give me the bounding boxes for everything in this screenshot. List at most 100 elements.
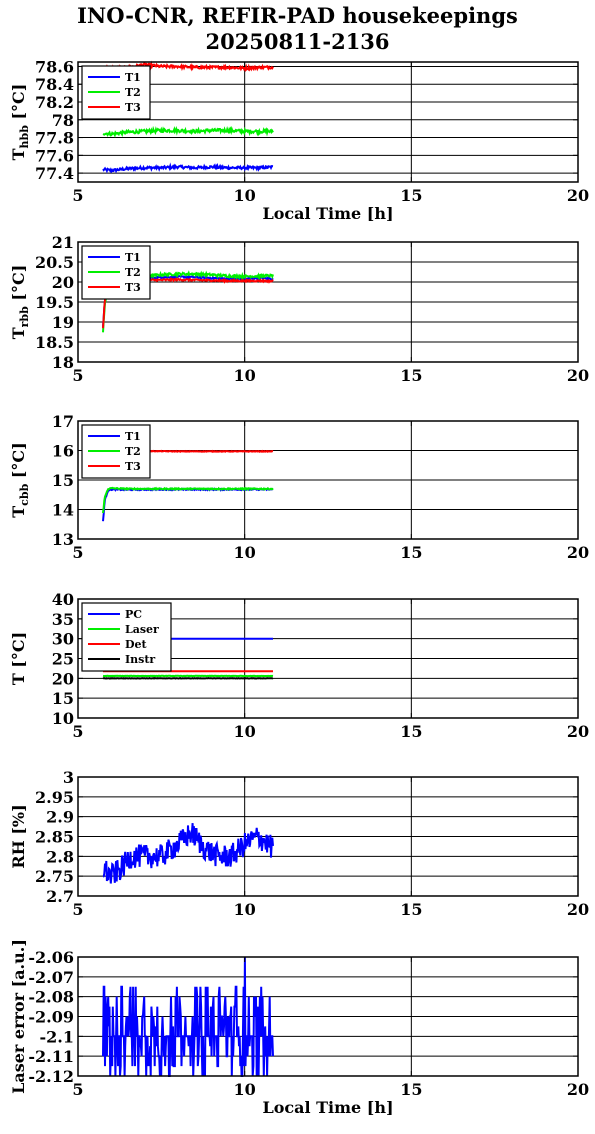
y-axis-label: T [°C]	[9, 632, 28, 685]
y-axis-label: Trbb [°C]	[9, 265, 31, 340]
legend-label: T3	[125, 101, 141, 114]
legend-label: T1	[125, 251, 141, 264]
x-tick-label: 5	[72, 722, 83, 741]
x-tick-label: 5	[72, 543, 83, 562]
y-axis-label: Tcbb [°C]	[9, 442, 31, 517]
x-tick-label: 5	[72, 186, 83, 205]
x-tick-label: 5	[72, 1080, 83, 1099]
y-tick-label: 35	[52, 610, 74, 629]
y-tick-label: 20.5	[35, 253, 74, 272]
x-tick-label: 15	[400, 900, 422, 919]
x-tick-label: 20	[567, 1080, 589, 1099]
y-tick-label: 18	[52, 353, 74, 372]
x-tick-label: 10	[234, 366, 256, 385]
series-line-t1	[102, 162, 274, 174]
x-tick-label: 10	[234, 900, 256, 919]
y-tick-label: 78.6	[35, 57, 74, 76]
x-tick-label: 10	[234, 1080, 256, 1099]
y-tick-label: 2.85	[35, 828, 74, 847]
y-tick-label: 2.8	[46, 847, 74, 866]
y-tick-label: -2.07	[28, 968, 74, 987]
chart-panel-5: 2.72.752.82.852.92.953 5 10 15 20 RH [%]	[9, 768, 589, 919]
y-tick-label: -2.1	[40, 1027, 74, 1046]
y-tick-label: 2.9	[46, 808, 74, 827]
legend-label: T1	[125, 430, 141, 443]
x-tick-label: 20	[567, 543, 589, 562]
legend-label: T3	[125, 460, 141, 473]
legend-label: T2	[125, 266, 141, 279]
y-tick-label: -2.06	[28, 948, 74, 967]
y-tick-label: 14	[52, 501, 74, 520]
y-tick-label: 77.8	[35, 129, 74, 148]
y-tick-label: 78.4	[35, 75, 74, 94]
x-tick-label: 20	[567, 900, 589, 919]
series-line-t1	[102, 487, 274, 522]
plot-frame	[77, 61, 579, 183]
chart-title-line2: 20250811-2136	[205, 29, 390, 54]
y-tick-label: -2.11	[28, 1047, 74, 1066]
y-tick-label: 2.95	[35, 788, 74, 807]
y-tick-label: 77.4	[35, 164, 74, 183]
x-tick-label: 15	[400, 366, 422, 385]
y-tick-label: 15	[52, 689, 74, 708]
y-tick-label: 25	[52, 650, 74, 669]
legend: T1 T2 T3	[81, 65, 151, 120]
grid-lines	[78, 421, 578, 539]
x-axis-label: Local Time [h]	[262, 204, 393, 223]
x-tick-label: 20	[567, 186, 589, 205]
grid-lines	[78, 777, 578, 896]
chart-panel-3: 13 14 15 16 17 5 10 15 20 Tcbb [°C] T1 T2 T3	[9, 412, 589, 562]
y-tick-label: 21	[52, 233, 74, 252]
x-tick-label: 10	[234, 186, 256, 205]
x-tick-label: 10	[234, 722, 256, 741]
y-tick-label: 13	[52, 530, 74, 549]
y-tick-label: 19	[52, 313, 74, 332]
x-tick-label: 10	[234, 543, 256, 562]
series-line-t2	[102, 125, 274, 138]
y-tick-label: 18.5	[35, 333, 74, 352]
series-line-rh	[102, 823, 274, 884]
y-axis-label: Laser error [a.u.]	[9, 939, 28, 1094]
legend: T1 T2 T3	[81, 424, 151, 479]
y-tick-label: 2.75	[35, 867, 74, 886]
y-tick-label: 20	[52, 669, 74, 688]
legend-label: T2	[125, 445, 141, 458]
y-tick-label: 78	[52, 111, 74, 130]
x-tick-label: 20	[567, 366, 589, 385]
legend-label: T3	[125, 281, 141, 294]
y-tick-label: 78.2	[35, 93, 74, 112]
y-tick-label: 19.5	[35, 293, 74, 312]
x-tick-label: 15	[400, 722, 422, 741]
y-tick-label: -2.09	[28, 1008, 74, 1027]
legend-label: Det	[125, 638, 148, 651]
y-tick-label: 77.6	[35, 146, 74, 165]
chart-title-line1: INO-CNR, REFIR-PAD housekeepings	[77, 3, 518, 28]
legend-label: Laser	[125, 623, 159, 636]
series-line-t2	[102, 486, 274, 514]
legend-label: PC	[125, 608, 142, 621]
x-tick-label: 5	[72, 366, 83, 385]
y-tick-label: -2.08	[28, 988, 74, 1007]
x-tick-label: 20	[567, 722, 589, 741]
y-tick-label: 20	[52, 273, 74, 292]
y-tick-label: 40	[52, 590, 74, 609]
y-tick-label: -2.12	[28, 1067, 74, 1086]
series-line-laser-error	[102, 956, 274, 1077]
legend-label: Instr	[125, 653, 155, 666]
y-tick-label: 2.7	[46, 887, 74, 906]
legend-label: T1	[125, 71, 141, 84]
grid-lines	[78, 242, 578, 362]
x-tick-label: 15	[400, 543, 422, 562]
y-tick-label: 15	[52, 471, 74, 490]
chart-panel-6: -2.12-2.11-2.1-2.09-2.08-2.07-2.06 5 10 15 2…	[9, 939, 589, 1117]
grid-lines	[78, 62, 578, 182]
y-tick-label: 17	[52, 412, 74, 431]
y-axis-label: RH [%]	[9, 804, 28, 868]
legend: PC Laser Det Instr	[81, 602, 172, 672]
y-tick-label: 30	[52, 630, 74, 649]
x-axis-label: Local Time [h]	[262, 1098, 393, 1117]
